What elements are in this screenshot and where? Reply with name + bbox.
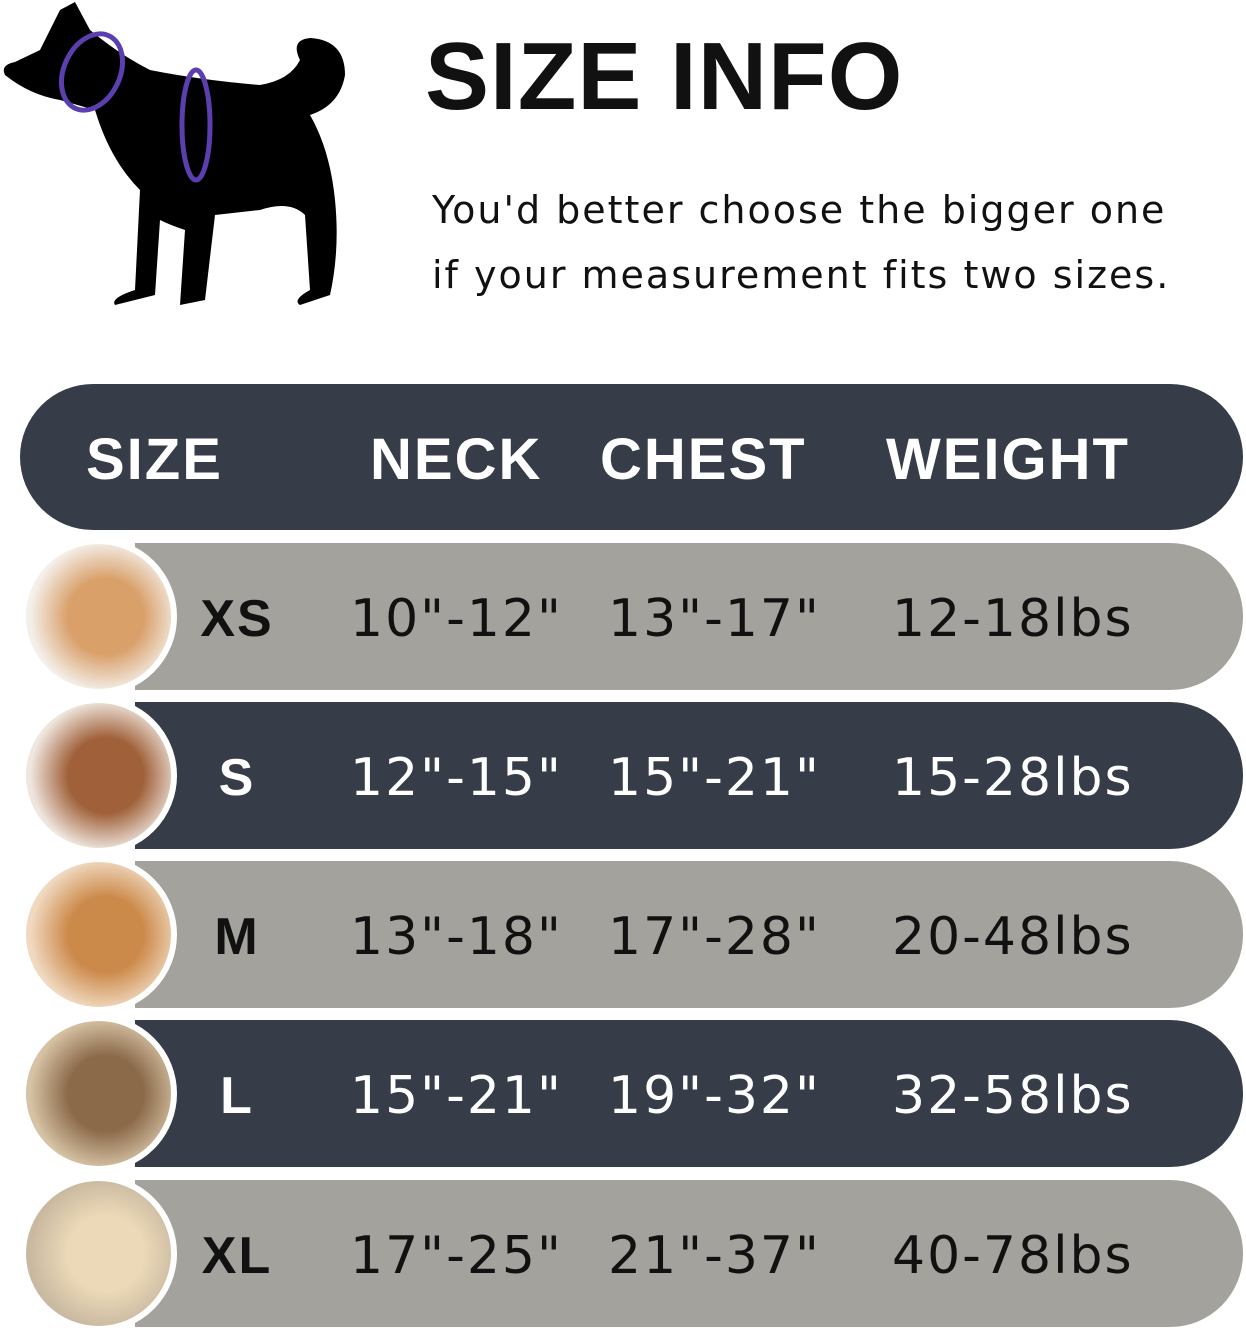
subtitle-line-2: if your measurement fits two sizes. [432, 253, 1171, 297]
dog-photo-labrador [20, 1175, 177, 1332]
size-cell: L [220, 1067, 254, 1125]
table-row: M 13"-18" 17"-28" 20-48lbs [135, 861, 1243, 1008]
neck-cell: 15"-21" [350, 1066, 563, 1126]
chest-cell: 15"-21" [608, 748, 821, 808]
table-row: S 12"-15" 15"-21" 15-28lbs [135, 702, 1243, 849]
table-row: XL 17"-25" 21"-37" 40-78lbs [135, 1180, 1243, 1327]
weight-cell: 20-48lbs [892, 907, 1134, 967]
table-row: L 15"-21" 19"-32" 32-58lbs [135, 1020, 1243, 1167]
page-title: SIZE INFO [425, 23, 904, 130]
column-header-size: SIZE [86, 427, 223, 492]
table-header: SIZE NECK CHEST WEIGHT [20, 384, 1243, 530]
column-header-weight: WEIGHT [886, 427, 1130, 492]
size-cell: S [218, 749, 256, 807]
dog-measurement-icon [3, 2, 345, 305]
dog-photo-french-bulldog [20, 1015, 177, 1172]
neck-cell: 12"-15" [350, 748, 563, 808]
dog-photo-poodle [20, 697, 177, 854]
weight-cell: 12-18lbs [892, 589, 1134, 649]
column-header-neck: NECK [370, 427, 543, 492]
chest-cell: 17"-28" [608, 907, 821, 967]
neck-cell: 17"-25" [350, 1226, 563, 1286]
size-cell: XS [200, 590, 274, 648]
column-header-chest: CHEST [600, 427, 807, 492]
size-cell: M [214, 908, 260, 966]
size-cell: XL [201, 1227, 273, 1285]
neck-cell: 13"-18" [350, 907, 563, 967]
dog-photo-pomeranian [20, 538, 177, 695]
subtitle-line-1: You'd better choose the bigger one [432, 188, 1167, 232]
weight-cell: 15-28lbs [892, 748, 1134, 808]
chest-cell: 13"-17" [608, 589, 821, 649]
chest-cell: 19"-32" [608, 1066, 821, 1126]
weight-cell: 40-78lbs [892, 1226, 1134, 1286]
chest-cell: 21"-37" [608, 1226, 821, 1286]
dog-photo-shiba-inu [20, 856, 177, 1013]
neck-cell: 10"-12" [350, 589, 563, 649]
table-row: XS 10"-12" 13"-17" 12-18lbs [135, 543, 1243, 690]
weight-cell: 32-58lbs [892, 1066, 1134, 1126]
